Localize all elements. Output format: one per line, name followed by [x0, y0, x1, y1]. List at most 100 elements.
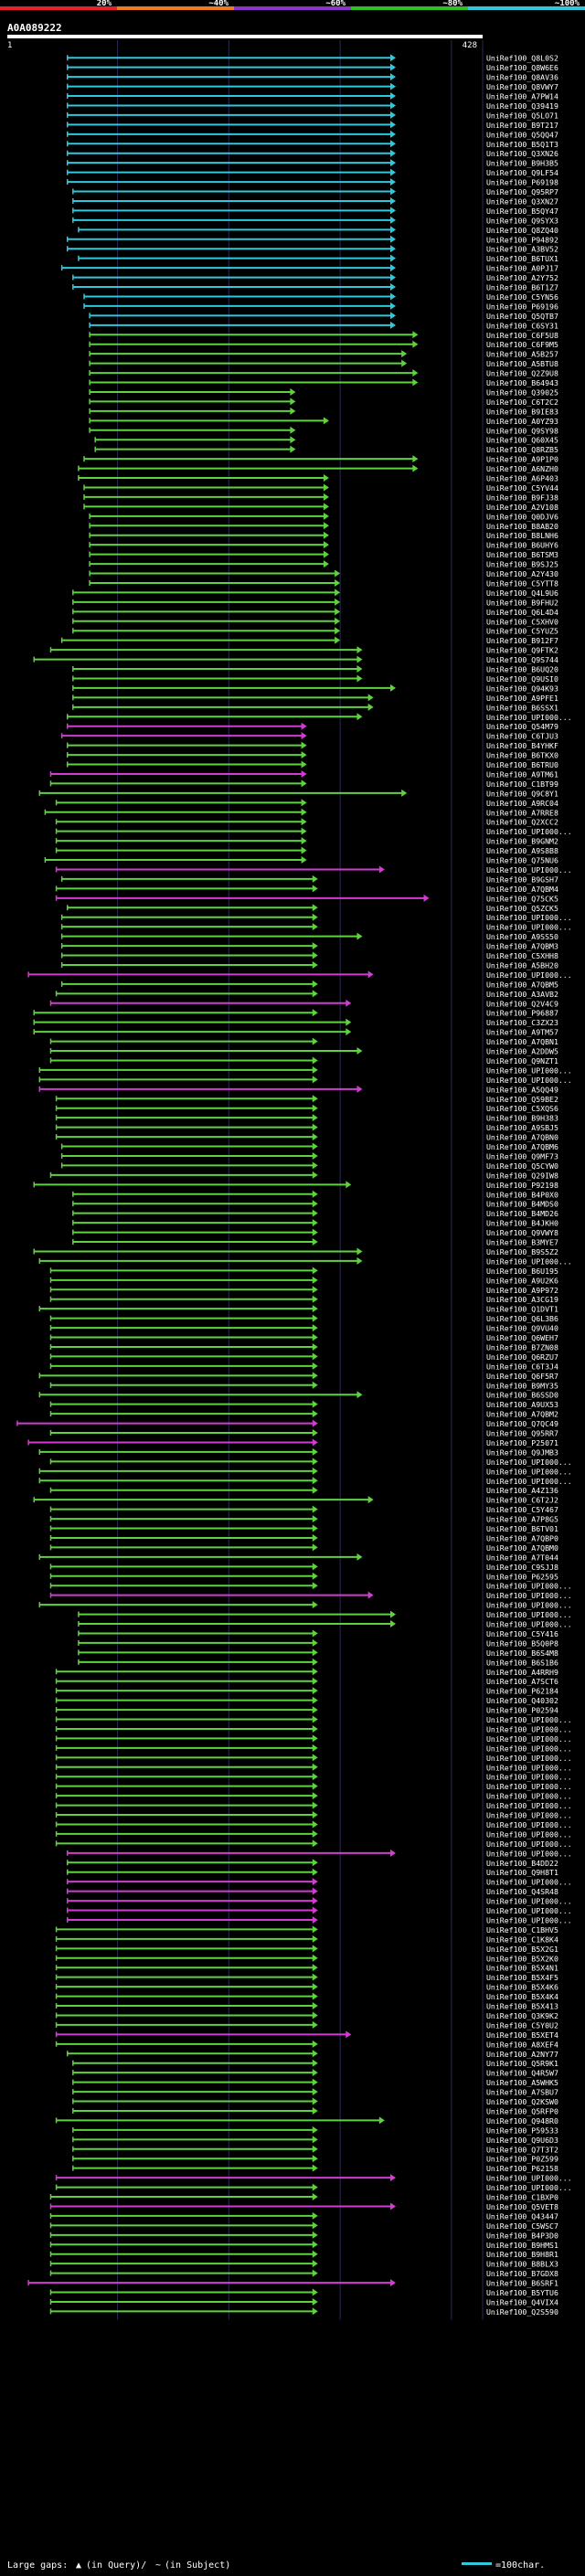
hit-label[interactable]: UniRef100_C5XHV0: [486, 617, 558, 626]
hit-label[interactable]: UniRef100_Q7T3T2: [486, 2145, 558, 2154]
hit-label[interactable]: UniRef100_UPI000...: [486, 1906, 572, 1915]
hit-label[interactable]: UniRef100_Q6WEH7: [486, 1333, 558, 1342]
hit-label[interactable]: UniRef100_Q5QTB7: [486, 312, 558, 321]
hit-label[interactable]: UniRef100_Q1DVT1: [486, 1305, 558, 1314]
hit-label[interactable]: UniRef100_A7SCT6: [486, 1677, 558, 1686]
hit-label[interactable]: UniRef100_UPI000...: [486, 1782, 572, 1791]
hit-label[interactable]: UniRef100_B5X4K6: [486, 1983, 558, 1992]
hit-label[interactable]: UniRef100_A2Y430: [486, 569, 558, 578]
hit-label[interactable]: UniRef100_Q4R5W7: [486, 2069, 558, 2078]
hit-label[interactable]: UniRef100_Q39025: [486, 387, 558, 397]
hit-label[interactable]: UniRef100_A9SBJ5: [486, 1123, 558, 1132]
hit-label[interactable]: UniRef100_B9H8R1: [486, 2250, 558, 2259]
hit-label[interactable]: UniRef100_Q5R9K1: [486, 2059, 558, 2068]
hit-label[interactable]: UniRef100_B912F7: [486, 636, 558, 645]
hit-label[interactable]: UniRef100_A7QBP0: [486, 1533, 558, 1542]
hit-label[interactable]: UniRef100_C6T2J2: [486, 1496, 558, 1505]
hit-label[interactable]: UniRef100_A5B257: [486, 350, 558, 359]
hit-label[interactable]: UniRef100_A4RRH9: [486, 1668, 558, 1677]
hit-label[interactable]: UniRef100_Q9LF54: [486, 168, 558, 177]
hit-label[interactable]: UniRef100_Q75CK5: [486, 894, 558, 903]
hit-label[interactable]: UniRef100_C1BHV5: [486, 1925, 558, 1935]
hit-label[interactable]: UniRef100_Q9SY98: [486, 426, 558, 435]
hit-label[interactable]: UniRef100_Q3K9K2: [486, 2011, 558, 2020]
hit-label[interactable]: UniRef100_P92198: [486, 1181, 558, 1190]
hit-label[interactable]: UniRef100_Q5RFP0: [486, 2106, 558, 2115]
hit-label[interactable]: UniRef100_Q8RZB5: [486, 445, 558, 454]
hit-label[interactable]: UniRef100_A7QBM4: [486, 885, 558, 894]
hit-label[interactable]: UniRef100_C5YTT8: [486, 578, 558, 588]
hit-label[interactable]: UniRef100_Q9USI0: [486, 674, 558, 684]
hit-label[interactable]: UniRef100_A3AVB2: [486, 990, 558, 999]
hit-label[interactable]: UniRef100_B4YHKF: [486, 741, 558, 750]
hit-label[interactable]: UniRef100_Q60X45: [486, 436, 558, 445]
hit-label[interactable]: UniRef100_B5X4F5: [486, 1973, 558, 1982]
hit-label[interactable]: UniRef100_Q8W6E6: [486, 63, 558, 72]
hit-label[interactable]: UniRef100_B9MY35: [486, 1381, 558, 1390]
hit-label[interactable]: UniRef100_A9U2K6: [486, 1276, 558, 1285]
hit-label[interactable]: UniRef100_Q3XN27: [486, 196, 558, 206]
hit-label[interactable]: UniRef100_B6T1Z7: [486, 283, 558, 292]
hit-label[interactable]: UniRef100_A9TM57: [486, 1028, 558, 1037]
hit-label[interactable]: UniRef100_Q9NZT1: [486, 1056, 558, 1065]
hit-label[interactable]: UniRef100_B5Q1T3: [486, 140, 558, 149]
hit-label[interactable]: UniRef100_Q6RZU7: [486, 1352, 558, 1362]
hit-label[interactable]: UniRef100_UPI000...: [486, 1620, 572, 1629]
hit-label[interactable]: UniRef100_B6UHY6: [486, 541, 558, 550]
hit-label[interactable]: UniRef100_Q948R0: [486, 2116, 558, 2125]
hit-label[interactable]: UniRef100_Q9VWY8: [486, 1228, 558, 1237]
hit-label[interactable]: UniRef100_A9SS50: [486, 932, 558, 941]
hit-label[interactable]: UniRef100_UPI000...: [486, 1811, 572, 1820]
hit-label[interactable]: UniRef100_Q9SYX3: [486, 216, 558, 225]
hit-label[interactable]: UniRef100_B6S1B6: [486, 1658, 558, 1667]
hit-label[interactable]: UniRef100_Q59BE2: [486, 1095, 558, 1104]
hit-label[interactable]: UniRef100_A3CG19: [486, 1295, 558, 1304]
hit-label[interactable]: UniRef100_UPI000...: [486, 1065, 572, 1075]
hit-label[interactable]: UniRef100_Q75NU6: [486, 856, 558, 865]
hit-label[interactable]: UniRef100_A2NY77: [486, 2050, 558, 2059]
hit-label[interactable]: UniRef100_P62158: [486, 2164, 558, 2173]
hit-label[interactable]: UniRef100_B6TSM3: [486, 550, 558, 559]
hit-label[interactable]: UniRef100_C1K8K4: [486, 1935, 558, 1944]
hit-label[interactable]: UniRef100_B9GNM2: [486, 837, 558, 846]
hit-label[interactable]: UniRef100_A5BTU8: [486, 359, 558, 368]
hit-label[interactable]: UniRef100_B6SRF1: [486, 2279, 558, 2288]
hit-label[interactable]: UniRef100_B5QY47: [486, 207, 558, 216]
hit-label[interactable]: UniRef100_B5X413: [486, 2002, 558, 2011]
hit-label[interactable]: UniRef100_UPI000...: [486, 1256, 572, 1266]
hit-label[interactable]: UniRef100_B5X4N1: [486, 1964, 558, 1973]
hit-label[interactable]: UniRef100_UPI000...: [486, 1467, 572, 1476]
hit-label[interactable]: UniRef100_UPI000...: [486, 1878, 572, 1887]
hit-label[interactable]: UniRef100_Q8AV36: [486, 73, 558, 82]
hit-label[interactable]: UniRef100_UPI000...: [486, 1601, 572, 1610]
hit-label[interactable]: UniRef100_C6T2C2: [486, 398, 558, 407]
hit-label[interactable]: UniRef100_Q2V4C9: [486, 999, 558, 1008]
hit-label[interactable]: UniRef100_Q2Z9U8: [486, 369, 558, 378]
hit-label[interactable]: UniRef100_Q9U6D3: [486, 2136, 558, 2145]
hit-label[interactable]: UniRef100_A7QBM5: [486, 980, 558, 989]
hit-label[interactable]: UniRef100_Q6F5R7: [486, 1372, 558, 1381]
hit-label[interactable]: UniRef100_Q9VU40: [486, 1324, 558, 1333]
hit-label[interactable]: UniRef100_UPI000...: [486, 1792, 572, 1801]
hit-label[interactable]: UniRef100_B6S4M8: [486, 1648, 558, 1658]
hit-label[interactable]: UniRef100_A7T044: [486, 1553, 558, 1562]
hit-label[interactable]: UniRef100_A9RC04: [486, 799, 558, 808]
hit-label[interactable]: UniRef100_A5BH20: [486, 960, 558, 970]
hit-label[interactable]: UniRef100_UPI000...: [486, 827, 572, 836]
hit-label[interactable]: UniRef100_A7SBU7: [486, 2088, 558, 2097]
hit-label[interactable]: UniRef100_UPI000...: [486, 1801, 572, 1810]
hit-label[interactable]: UniRef100_UPI000...: [486, 1591, 572, 1600]
hit-label[interactable]: UniRef100_C9SJJ8: [486, 1563, 558, 1572]
hit-label[interactable]: UniRef100_B9FHU2: [486, 598, 558, 607]
hit-label[interactable]: UniRef100_A5QQ49: [486, 1085, 558, 1094]
hit-label[interactable]: UniRef100_B5X4K4: [486, 1992, 558, 2001]
hit-label[interactable]: UniRef100_A6P403: [486, 474, 558, 483]
hit-label[interactable]: UniRef100_Q9JMB3: [486, 1447, 558, 1457]
hit-label[interactable]: UniRef100_B5YTU6: [486, 2288, 558, 2297]
hit-label[interactable]: UniRef100_A2Y752: [486, 273, 558, 282]
hit-label[interactable]: UniRef100_P94892: [486, 235, 558, 244]
hit-label[interactable]: UniRef100_C5YN56: [486, 292, 558, 302]
hit-label[interactable]: UniRef100_B5Q0P8: [486, 1638, 558, 1648]
hit-label[interactable]: UniRef100_Q43447: [486, 2211, 558, 2221]
hit-label[interactable]: UniRef100_C5YUZ5: [486, 627, 558, 636]
